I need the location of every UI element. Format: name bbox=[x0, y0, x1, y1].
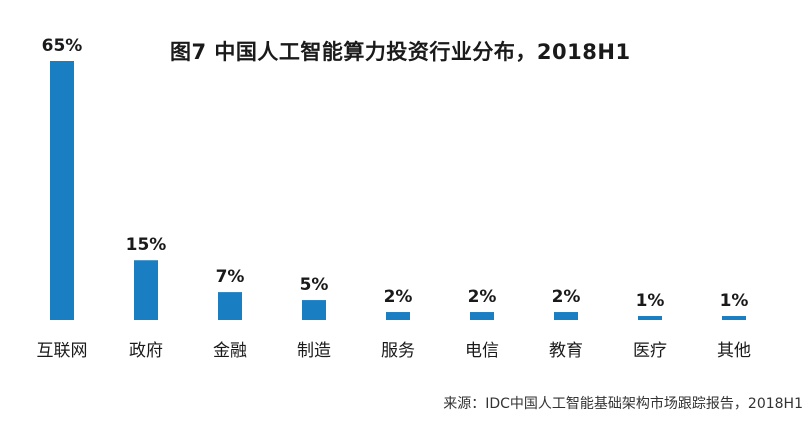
chart-title: 图7 中国人工智能算力投资行业分布，2018H1 bbox=[170, 40, 631, 64]
value-label-4: 2% bbox=[384, 287, 413, 307]
bar-6 bbox=[554, 312, 578, 320]
chart-source: 来源：IDC中国人工智能基础架构市场跟踪报告，2018H1 bbox=[443, 396, 803, 412]
category-label-6: 教育 bbox=[549, 341, 583, 361]
value-label-6: 2% bbox=[552, 287, 581, 307]
bar-2 bbox=[218, 292, 242, 320]
category-label-2: 金融 bbox=[213, 341, 247, 361]
category-label-7: 医疗 bbox=[633, 341, 667, 361]
category-label-3: 制造 bbox=[297, 341, 331, 361]
value-label-8: 1% bbox=[720, 291, 749, 311]
value-label-0: 65% bbox=[42, 36, 83, 56]
value-label-5: 2% bbox=[468, 287, 497, 307]
category-label-8: 其他 bbox=[717, 341, 751, 361]
category-label-5: 电信 bbox=[465, 341, 499, 361]
bar-5 bbox=[470, 312, 494, 320]
bar-7 bbox=[638, 316, 662, 320]
value-label-7: 1% bbox=[636, 291, 665, 311]
value-label-1: 15% bbox=[126, 235, 167, 255]
bar-4 bbox=[386, 312, 410, 320]
category-label-4: 服务 bbox=[381, 341, 415, 361]
value-label-2: 7% bbox=[216, 267, 245, 287]
value-label-3: 5% bbox=[300, 275, 329, 295]
bar-8 bbox=[722, 316, 746, 320]
bar-1 bbox=[134, 260, 158, 320]
category-label-0: 互联网 bbox=[37, 341, 88, 361]
bar-0 bbox=[50, 61, 74, 320]
bar-3 bbox=[302, 300, 326, 320]
category-label-1: 政府 bbox=[129, 341, 163, 361]
